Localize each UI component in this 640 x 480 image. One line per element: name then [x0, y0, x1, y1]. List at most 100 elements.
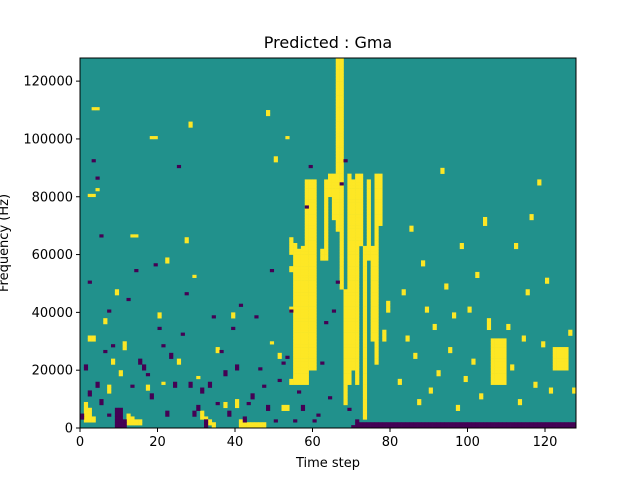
- heatmap-cell-low: [506, 422, 511, 426]
- heatmap-cell-high: [297, 335, 302, 339]
- heatmap-cell-high: [556, 367, 561, 371]
- heatmap-cell-high: [343, 341, 348, 345]
- heatmap-cell-low: [483, 425, 488, 429]
- heatmap-cell-high: [235, 401, 240, 406]
- heatmap-cell-high: [312, 225, 317, 229]
- heatmap-cell-high: [370, 274, 375, 278]
- heatmap-cell-high: [300, 260, 306, 264]
- heatmap-cell-high: [308, 349, 313, 354]
- heatmap-cell-high: [343, 347, 348, 351]
- heatmap-cell-high: [370, 248, 375, 252]
- heatmap-cell-high: [231, 312, 236, 316]
- heatmap-cell-high: [300, 370, 306, 374]
- heatmap-cell-high: [304, 280, 309, 284]
- heatmap-cell-high: [304, 214, 309, 218]
- heatmap-cell-high: [351, 364, 356, 368]
- heatmap-cell-low: [560, 425, 565, 429]
- heatmap-cell-high: [374, 283, 379, 287]
- heatmap-cell-high: [568, 332, 573, 336]
- heatmap-cell-high: [355, 257, 360, 261]
- heatmap-cell-high: [331, 176, 337, 180]
- heatmap-cell-high: [293, 321, 298, 325]
- heatmap-cell-high: [320, 254, 325, 258]
- heatmap-cell-high: [312, 277, 317, 281]
- heatmap-cell-high: [114, 289, 120, 293]
- heatmap-cell-high: [374, 300, 379, 304]
- heatmap-cell-high: [297, 344, 302, 348]
- heatmap-cell-high: [351, 225, 356, 229]
- heatmap-cell-high: [246, 425, 251, 429]
- y-tick-label: 120000: [23, 75, 73, 90]
- heatmap-cell-high: [308, 323, 313, 328]
- heatmap-cell-low: [188, 384, 193, 388]
- heatmap-cell-high: [351, 208, 356, 212]
- heatmap-cell-high: [331, 205, 337, 209]
- heatmap-cell-high: [304, 231, 309, 235]
- heatmap-cell-high: [370, 260, 375, 264]
- heatmap-cell-high: [324, 245, 329, 250]
- heatmap-cell-high: [370, 251, 375, 255]
- heatmap-cell-low: [525, 422, 530, 426]
- heatmap-cell-high: [335, 164, 340, 169]
- heatmap-cell-low: [366, 425, 371, 429]
- heatmap-cell-high: [300, 277, 306, 281]
- heatmap-cell-high: [347, 352, 352, 357]
- heatmap-cell-high: [355, 318, 360, 322]
- heatmap-cell-high: [297, 260, 302, 264]
- heatmap-cell-low: [231, 326, 236, 331]
- heatmap-cell-high: [308, 338, 313, 342]
- heatmap-cell-high: [440, 167, 445, 172]
- heatmap-cell-high: [339, 185, 344, 189]
- heatmap-cell-high: [370, 321, 375, 325]
- heatmap-cell-high: [374, 240, 379, 244]
- heatmap-cell-high: [452, 312, 457, 316]
- heatmap-cell-high: [351, 312, 356, 316]
- heatmap-cell-high: [378, 182, 383, 186]
- heatmap-cell-high: [339, 193, 344, 198]
- heatmap-cell-high: [308, 295, 313, 299]
- heatmap-cell-high: [293, 332, 298, 336]
- heatmap-cell-low: [200, 390, 205, 394]
- heatmap-cell-high: [351, 202, 356, 206]
- heatmap-cell-high: [355, 266, 360, 270]
- heatmap-cell-high: [293, 263, 298, 267]
- heatmap-cell-high: [494, 361, 499, 365]
- heatmap-cell-low: [362, 422, 368, 426]
- heatmap-cell-high: [339, 222, 344, 226]
- heatmap-cell-high: [308, 185, 313, 189]
- heatmap-cell-low: [223, 370, 228, 374]
- heatmap-cell-high: [300, 254, 306, 258]
- heatmap-cell-high: [374, 222, 379, 226]
- heatmap-cell-high: [355, 295, 360, 299]
- heatmap-cell-high: [308, 292, 313, 296]
- heatmap-cell-low: [479, 425, 484, 429]
- heatmap-cell-high: [370, 300, 375, 304]
- heatmap-cell-high: [300, 257, 306, 261]
- heatmap-cell-high: [308, 280, 313, 284]
- heatmap-cell-low: [409, 425, 414, 429]
- heatmap-cell-high: [351, 234, 356, 238]
- heatmap-cell-high: [122, 344, 127, 348]
- heatmap-cell-high: [293, 367, 298, 371]
- heatmap-cell-high: [258, 422, 263, 426]
- heatmap-cell-high: [308, 179, 313, 183]
- heatmap-cell-high: [200, 416, 205, 420]
- heatmap-cell-high: [107, 387, 112, 391]
- heatmap-cell-high: [312, 188, 317, 192]
- heatmap-cell-high: [87, 419, 92, 423]
- heatmap-cell-high: [378, 176, 383, 180]
- heatmap-cell-low: [486, 425, 492, 429]
- heatmap-cell-high: [370, 335, 375, 339]
- heatmap-cell-high: [328, 190, 333, 195]
- heatmap-cell-high: [343, 297, 348, 302]
- heatmap-cell-low: [246, 401, 251, 406]
- heatmap-cell-low: [502, 425, 507, 429]
- heatmap-cell-high: [347, 260, 352, 264]
- heatmap-cell-high: [421, 260, 426, 264]
- heatmap-cell-high: [324, 240, 329, 244]
- heatmap-cell-high: [304, 375, 309, 380]
- heatmap-cell-low: [312, 419, 317, 423]
- heatmap-cell-high: [374, 245, 379, 250]
- heatmap-cell-high: [355, 292, 360, 296]
- heatmap-cell-high: [362, 378, 368, 383]
